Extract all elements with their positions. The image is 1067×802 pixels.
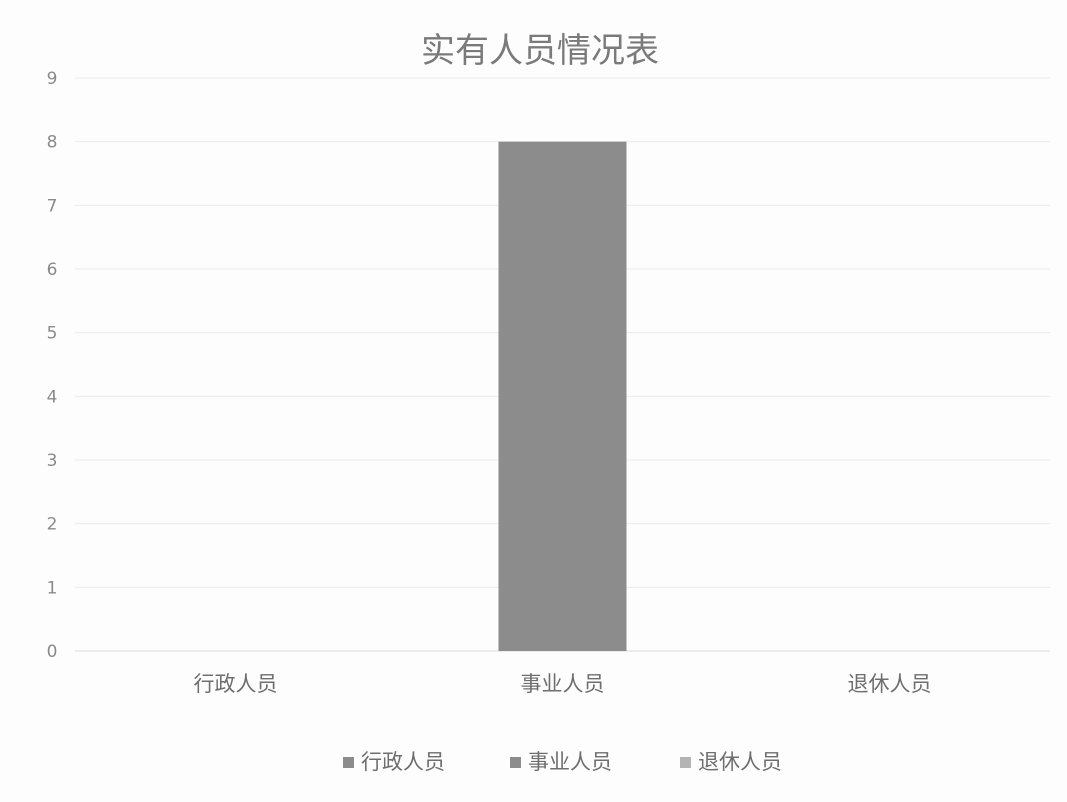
y-tick-label: 8	[47, 133, 58, 153]
legend: 行政人员 事业人员 退休人员	[343, 750, 782, 774]
x-axis-categories: 行政人员 事业人员 退休人员	[194, 672, 932, 696]
y-tick-label: 6	[47, 260, 58, 280]
legend-swatch	[343, 757, 354, 768]
chart-title: 实有人员情况表	[421, 31, 659, 71]
y-tick-label: 1	[47, 578, 58, 598]
y-tick-label: 0	[47, 642, 58, 662]
x-category-label: 退休人员	[848, 672, 932, 696]
y-tick-label: 4	[47, 387, 58, 407]
legend-label: 事业人员	[528, 750, 612, 774]
bars	[498, 141, 627, 651]
legend-label: 行政人员	[361, 750, 445, 774]
y-tick-label: 2	[47, 515, 58, 535]
y-tick-label: 7	[47, 196, 58, 216]
legend-label: 退休人员	[698, 750, 782, 774]
y-axis-ticks: 0 1 2 3 4 5 6 7 8 9	[47, 69, 58, 662]
y-tick-label: 3	[47, 451, 58, 471]
bar-事业人员	[498, 141, 627, 651]
x-category-label: 行政人员	[194, 672, 278, 696]
legend-swatch	[680, 757, 691, 768]
y-tick-label: 5	[47, 324, 58, 344]
y-tick-label: 9	[47, 69, 58, 89]
legend-swatch	[510, 757, 521, 768]
x-category-label: 事业人员	[521, 672, 605, 696]
